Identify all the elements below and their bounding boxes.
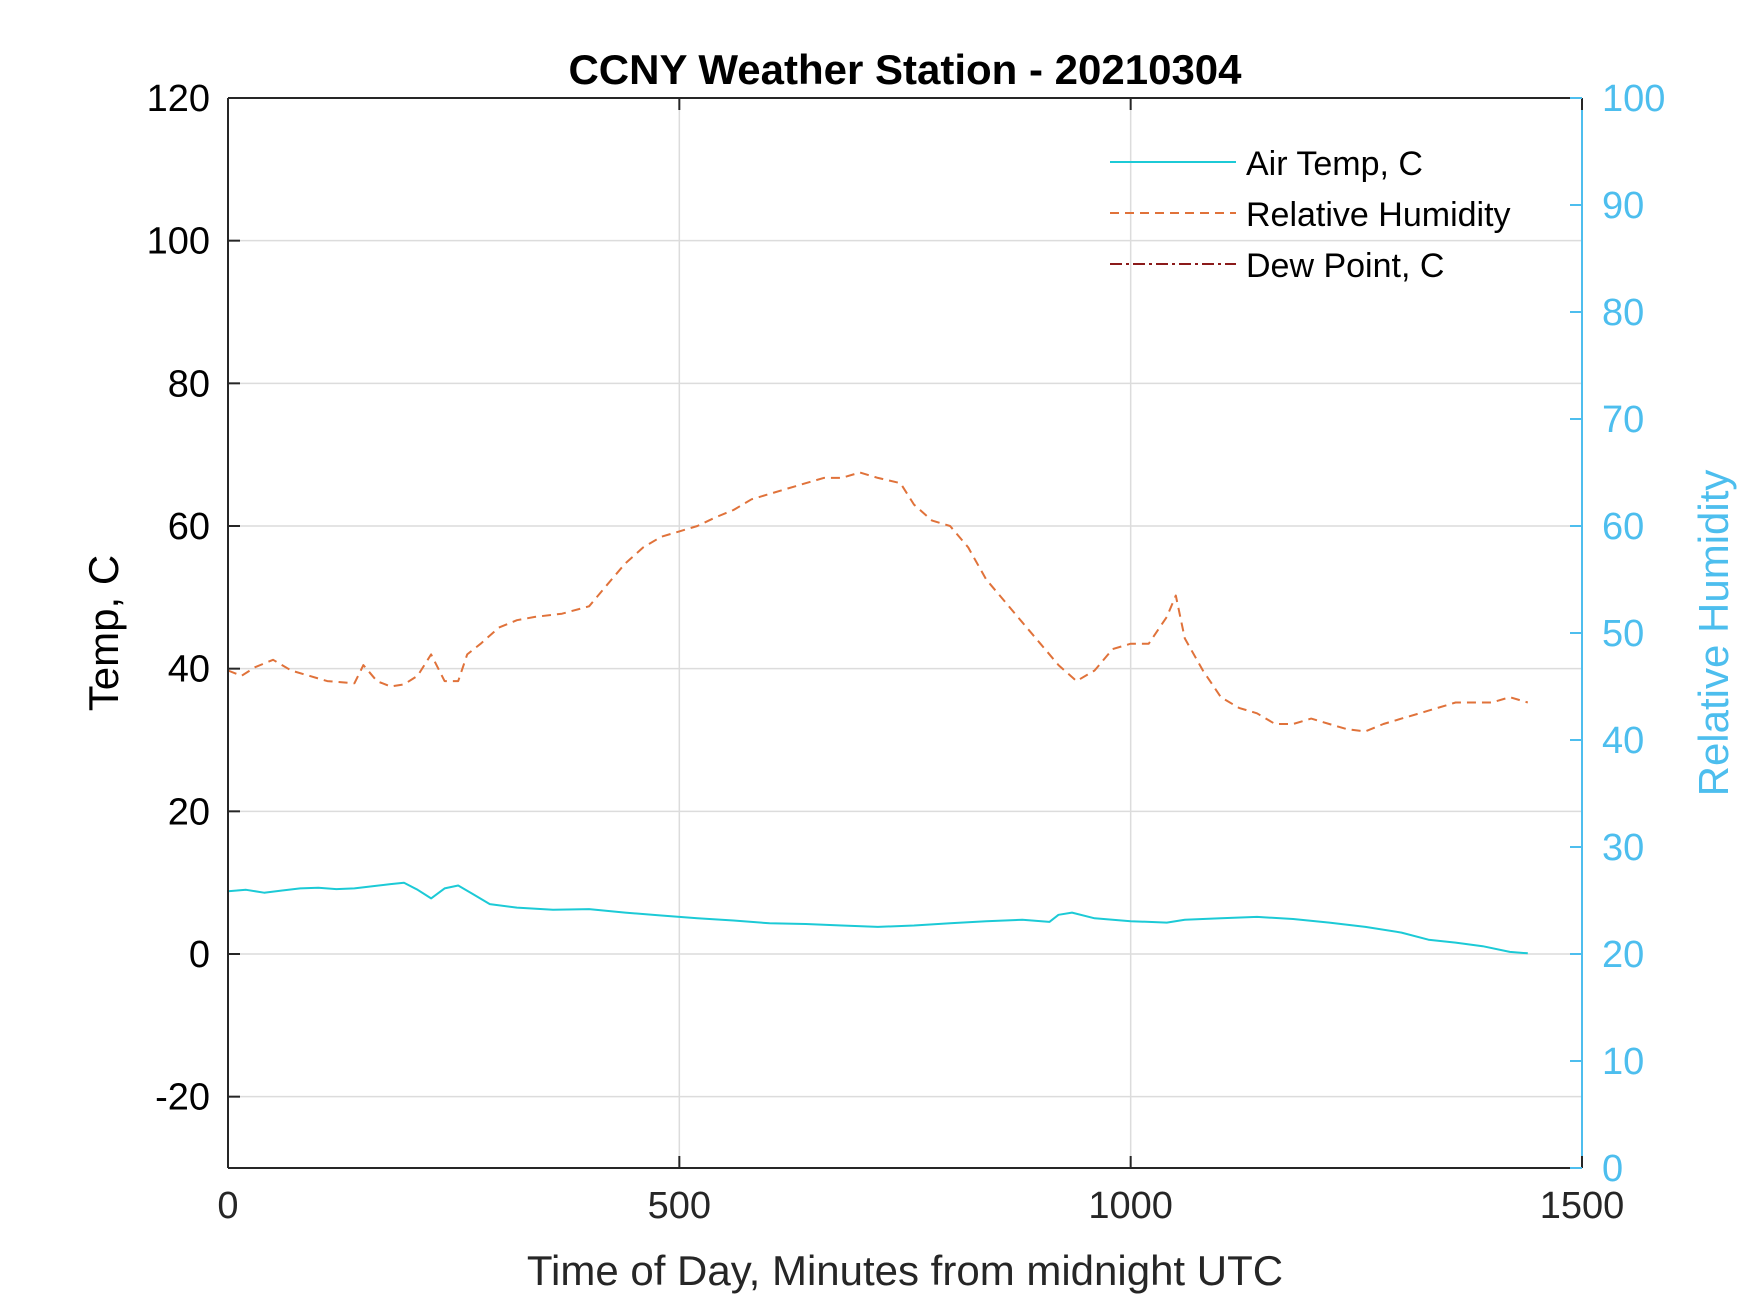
grid (228, 98, 1582, 1168)
y-tick-label-right: 40 (1602, 720, 1644, 762)
x-tick-label: 0 (217, 1185, 238, 1227)
legend-label-dew-point: Dew Point, C (1246, 247, 1444, 285)
series-layer (227, 471, 1529, 955)
x-axis-label: Time of Day, Minutes from midnight UTC (527, 1247, 1283, 1294)
y-tick-label-right: 50 (1602, 613, 1644, 655)
series-line-1 (227, 471, 1529, 733)
x-tick-label: 1500 (1540, 1185, 1625, 1227)
y-tick-label-left: 120 (147, 78, 210, 120)
y-tick-label-left: 20 (168, 791, 210, 833)
y-axis-label-right: Relative Humidity (1690, 470, 1737, 797)
plot-area (228, 98, 1582, 1168)
legend: Air Temp, C Relative Humidity Dew Point,… (1110, 145, 1511, 285)
y-tick-label-left: -20 (155, 1077, 210, 1119)
y-tick-label-right: 100 (1602, 78, 1665, 120)
x-tick-label: 1000 (1088, 1185, 1173, 1227)
y-tick-label-left: 60 (168, 506, 210, 548)
y-tick-label-right: 10 (1602, 1041, 1644, 1083)
tick-labels: 0 500 1000 1500 -20 0 20 40 60 80 100 120 0 10 20 30 40 5… (147, 78, 1666, 1227)
chart-title: CCNY Weather Station - 20210304 (568, 46, 1242, 93)
y-tick-label-left: 80 (168, 363, 210, 405)
y-tick-label-right: 30 (1602, 827, 1644, 869)
y-tick-label-right: 20 (1602, 934, 1644, 976)
x-tick-label: 500 (648, 1185, 711, 1227)
axes (227, 97, 1583, 1169)
y-tick-label-right: 0 (1602, 1148, 1623, 1190)
series-line-0 (227, 881, 1528, 955)
y-tick-label-right: 60 (1602, 506, 1644, 548)
legend-label-air-temp: Air Temp, C (1246, 145, 1423, 183)
y-tick-label-right: 90 (1602, 185, 1644, 227)
y-tick-label-left: 0 (189, 934, 210, 976)
y-axis-label-left: Temp, C (80, 555, 127, 711)
y-tick-label-right: 80 (1602, 292, 1644, 334)
y-tick-label-left: 40 (168, 649, 210, 691)
legend-label-relative-humidity: Relative Humidity (1246, 196, 1511, 234)
y-tick-label-right: 70 (1602, 399, 1644, 441)
y-tick-label-left: 100 (147, 221, 210, 263)
